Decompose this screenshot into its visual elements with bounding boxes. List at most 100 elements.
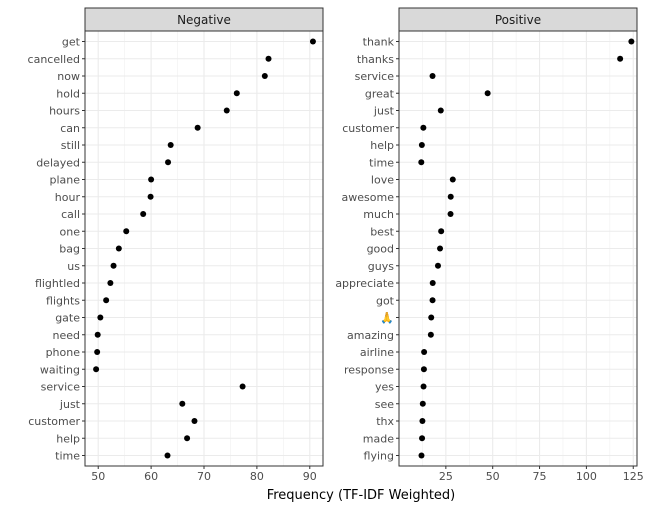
data-point bbox=[239, 383, 246, 390]
data-point bbox=[165, 159, 172, 166]
y-tick-label: yes bbox=[375, 381, 394, 394]
y-tick-label: guys bbox=[368, 260, 394, 273]
y-tick-label: awesome bbox=[342, 191, 395, 204]
x-tick-label: 60 bbox=[144, 470, 158, 483]
data-point bbox=[115, 245, 122, 252]
x-tick-label: 70 bbox=[197, 470, 211, 483]
data-point bbox=[97, 314, 104, 321]
y-tick-label: got bbox=[376, 294, 395, 307]
data-point bbox=[103, 297, 110, 304]
y-tick-label: made bbox=[363, 432, 394, 445]
data-point bbox=[420, 124, 427, 131]
data-point bbox=[628, 38, 635, 45]
data-point bbox=[233, 90, 240, 97]
y-tick-label: response bbox=[344, 363, 394, 376]
data-point bbox=[309, 38, 316, 45]
y-tick-label: flying bbox=[364, 450, 394, 463]
data-point bbox=[110, 262, 117, 269]
data-point bbox=[438, 228, 445, 235]
data-point bbox=[419, 400, 426, 407]
x-tick-label: 125 bbox=[623, 470, 644, 483]
data-point bbox=[147, 193, 154, 200]
y-tick-label: 🙏 bbox=[380, 312, 394, 325]
y-tick-label: just bbox=[59, 398, 81, 411]
y-tick-label: get bbox=[62, 36, 81, 49]
y-tick-label: best bbox=[370, 225, 394, 238]
x-axis-label: Frequency (TF-IDF Weighted) bbox=[267, 488, 456, 503]
data-point bbox=[123, 228, 130, 235]
y-tick-label: cancelled bbox=[28, 53, 80, 66]
x-tick-label: 100 bbox=[576, 470, 597, 483]
y-tick-label: flightled bbox=[35, 277, 80, 290]
data-point bbox=[420, 383, 427, 390]
data-point bbox=[419, 418, 426, 424]
y-tick-label: service bbox=[355, 70, 395, 83]
data-point bbox=[447, 193, 454, 200]
data-point bbox=[419, 435, 426, 442]
data-point bbox=[179, 400, 186, 407]
y-tick-label: help bbox=[56, 432, 80, 445]
data-point bbox=[184, 435, 191, 442]
y-tick-label: us bbox=[67, 260, 80, 273]
data-point bbox=[94, 331, 101, 338]
x-tick-label: 50 bbox=[91, 470, 105, 483]
data-point bbox=[429, 280, 436, 286]
data-point bbox=[94, 349, 101, 355]
x-tick-label: 90 bbox=[303, 470, 317, 483]
data-point bbox=[148, 176, 155, 183]
y-tick-label: thx bbox=[376, 415, 394, 428]
data-point bbox=[434, 262, 441, 269]
x-tick-label: 75 bbox=[533, 470, 547, 483]
data-point bbox=[427, 331, 434, 338]
data-point bbox=[265, 55, 272, 62]
y-tick-label: customer bbox=[342, 122, 394, 135]
y-tick-label: hold bbox=[56, 87, 80, 100]
data-point bbox=[437, 107, 444, 114]
y-tick-label: hour bbox=[55, 191, 81, 204]
y-tick-label: still bbox=[61, 139, 80, 152]
y-tick-label: hours bbox=[49, 105, 80, 118]
y-tick-label: phone bbox=[46, 346, 81, 359]
data-point bbox=[420, 366, 427, 373]
facet-strip-label: Negative bbox=[177, 13, 231, 27]
y-tick-label: customer bbox=[28, 415, 80, 428]
y-tick-label: gate bbox=[55, 312, 80, 325]
data-point bbox=[447, 211, 454, 217]
y-tick-label: plane bbox=[49, 174, 80, 187]
data-point bbox=[437, 245, 444, 252]
data-point bbox=[261, 73, 268, 79]
y-tick-label: service bbox=[41, 381, 81, 394]
y-tick-label: can bbox=[60, 122, 80, 135]
y-tick-label: much bbox=[363, 208, 394, 221]
x-tick-label: 25 bbox=[439, 470, 453, 483]
x-tick-label: 80 bbox=[250, 470, 264, 483]
facet-panel-positive: Positive 25 50 75 100 125 thank thanks service gr… bbox=[335, 7, 644, 483]
data-point bbox=[418, 159, 425, 166]
data-point bbox=[429, 297, 436, 304]
y-tick-label: bag bbox=[59, 243, 80, 256]
facet-panel-negative: Negative 50 60 70 80 90 get cancelled now hold hou… bbox=[28, 7, 324, 483]
y-tick-label: amazing bbox=[347, 329, 394, 342]
y-tick-label: delayed bbox=[36, 156, 80, 169]
data-point bbox=[429, 73, 436, 79]
y-tick-label: call bbox=[61, 208, 80, 221]
y-tick-label: love bbox=[371, 174, 394, 187]
data-point bbox=[164, 452, 171, 459]
y-tick-label: just bbox=[373, 105, 395, 118]
data-point bbox=[418, 452, 425, 459]
y-tick-label: thank bbox=[363, 36, 395, 49]
y-tick-label: time bbox=[55, 450, 80, 463]
data-point bbox=[421, 349, 428, 355]
data-point bbox=[107, 280, 114, 286]
y-tick-label: need bbox=[53, 329, 81, 342]
data-point bbox=[191, 418, 198, 424]
y-tick-label: great bbox=[365, 87, 395, 100]
y-tick-label: help bbox=[370, 139, 394, 152]
y-tick-label: waiting bbox=[40, 363, 80, 376]
y-tick-label: airline bbox=[360, 346, 394, 359]
data-point bbox=[167, 142, 174, 148]
x-tick-label: 50 bbox=[486, 470, 500, 483]
data-point bbox=[194, 124, 201, 131]
y-tick-label: one bbox=[60, 225, 81, 238]
